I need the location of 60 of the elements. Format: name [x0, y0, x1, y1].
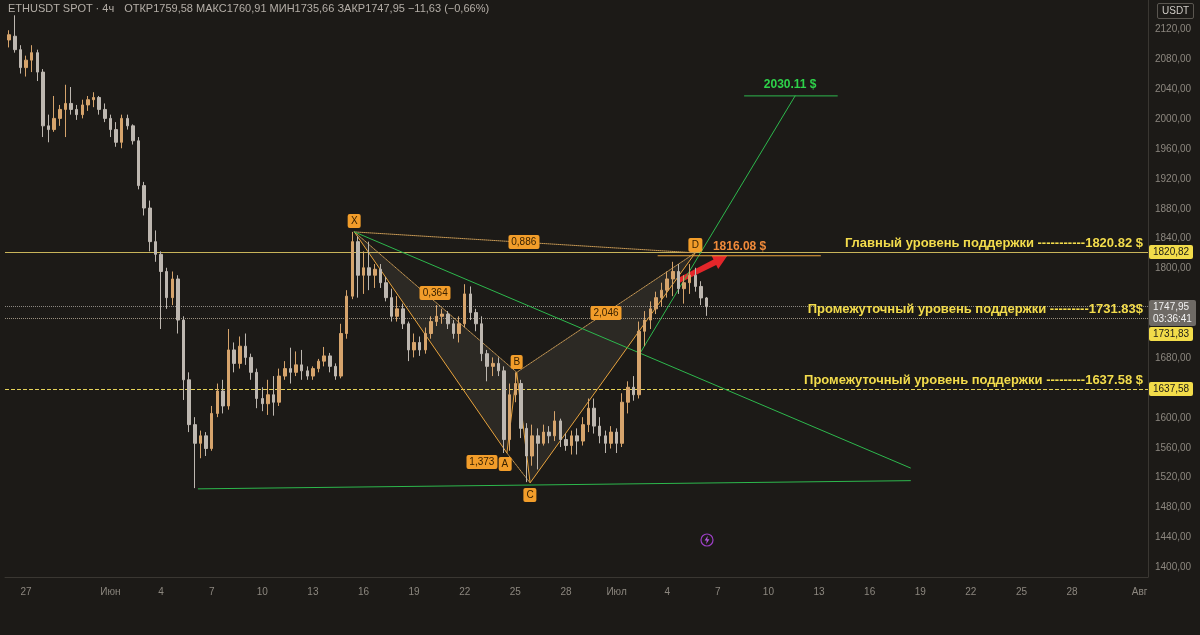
y-tick-label: 1800,00 — [1155, 262, 1192, 274]
x-tick-label: Июл — [606, 585, 627, 597]
x-tick-label: 19 — [408, 585, 421, 597]
x-tick-label: 10 — [762, 585, 775, 597]
x-tick-label: 25 — [1015, 585, 1028, 597]
chart-subtitle: ОТКР1759,58 МАКС1760,91 МИН1735,66 ЗАКР1747,95 −11,63 (−0,66%) — [124, 2, 490, 14]
x-tick-label: 13 — [307, 585, 319, 597]
annotation: Главный уровень поддержки -----------1820.82 $ — [844, 235, 1143, 252]
x-tick-label: 22 — [965, 585, 977, 597]
y-tick-label: 1440,00 — [1155, 531, 1192, 543]
y-tick-label: 1880,00 — [1155, 202, 1192, 214]
y-tick-label: 2040,00 — [1155, 83, 1192, 95]
text: 03:36:41 — [1153, 312, 1192, 325]
x-tick-label: 19 — [914, 585, 927, 597]
annotation: 0,886 — [508, 235, 540, 250]
x-tick-label: 13 — [813, 585, 826, 597]
annotation: A — [498, 457, 512, 471]
y-tick-label: 1680,00 — [1155, 351, 1192, 363]
x-tick-label: 27 — [20, 585, 33, 597]
annotation: X — [348, 213, 361, 228]
x-tick-label: Июн — [100, 585, 121, 597]
x-tick-label: 7 — [208, 585, 215, 597]
y-tick-label: 1840,00 — [1155, 232, 1192, 244]
y-axis-title: USDT — [1157, 3, 1195, 19]
annotation: C — [523, 487, 537, 502]
annotation: D — [688, 237, 702, 252]
annotation: B — [510, 355, 524, 370]
y-tick-label: 2000,00 — [1155, 112, 1192, 124]
ref-line-label: 1637,58 — [1153, 383, 1190, 396]
x-tick-label: 16 — [357, 585, 370, 597]
x-tick-label: 4 — [664, 585, 671, 597]
y-tick-label: 1520,00 — [1155, 471, 1192, 483]
x-tick-label: Авг — [1131, 585, 1148, 597]
y-tick-label: 1600,00 — [1155, 411, 1192, 423]
y-tick-label: 1480,00 — [1155, 501, 1192, 513]
annotation: Промежуточный уровень поддержки ---------1731.83$ — [807, 300, 1143, 317]
y-tick-label: 1920,00 — [1155, 172, 1192, 184]
x-tick-label: 28 — [560, 585, 572, 597]
annotation: 2,046 — [590, 306, 622, 321]
y-tick-label: 2080,00 — [1155, 53, 1192, 65]
x-tick-label: 16 — [864, 585, 876, 597]
chart-title: ETHUSDT SPOT · 4ч — [8, 2, 115, 14]
ref-line-label: 1820,82 — [1153, 246, 1190, 259]
annotation: 1816.08 $ — [712, 238, 767, 253]
annotation: Промежуточный уровень поддержки ---------1637.58 $ — [804, 372, 1143, 388]
annotation: 2030.11 $ — [763, 76, 817, 92]
annotation: 1,373 — [466, 454, 498, 469]
x-tick-label: 4 — [158, 585, 165, 597]
y-tick-label: 2120,00 — [1155, 23, 1192, 35]
annotation: 0,364 — [419, 286, 451, 301]
x-tick-label: 10 — [256, 585, 269, 597]
y-tick-label: 1400,00 — [1155, 561, 1192, 573]
x-tick-label: 7 — [715, 585, 722, 597]
x-tick-label: 22 — [459, 585, 471, 597]
y-tick-label: 1960,00 — [1155, 142, 1192, 154]
ref-line-label: 1747,95 — [1153, 300, 1191, 313]
x-tick-label: 25 — [509, 585, 522, 597]
x-tick-label: 28 — [1066, 585, 1079, 597]
y-tick-label: 1560,00 — [1155, 441, 1192, 453]
ref-line-label: 1731,83 — [1153, 327, 1190, 340]
